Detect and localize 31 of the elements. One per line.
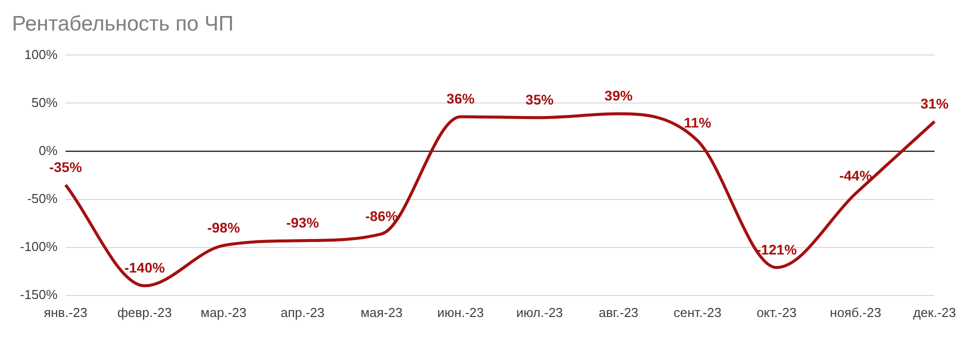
data-label: -98% xyxy=(207,219,240,236)
chart-title: Рентабельность по ЧП xyxy=(12,12,234,36)
x-tick-label: янв.-23 xyxy=(44,304,88,320)
x-tick-label: июн.-23 xyxy=(437,304,484,320)
x-tick-label: авг.-23 xyxy=(598,304,638,320)
data-label: -121% xyxy=(756,241,798,258)
x-tick-label: июл.-23 xyxy=(516,304,563,320)
x-tick-label: мая-23 xyxy=(360,304,403,320)
data-label: -93% xyxy=(286,214,320,230)
x-tick-label: окт.-23 xyxy=(756,304,797,320)
data-label: 36% xyxy=(446,90,476,107)
x-tick-label: дек.-23 xyxy=(913,304,956,320)
data-label: -35% xyxy=(49,158,82,175)
y-tick-label: -100% xyxy=(20,238,58,254)
y-tick-label: -50% xyxy=(27,190,58,206)
x-tick-label: сент.-23 xyxy=(674,304,722,320)
data-label: 11% xyxy=(684,114,712,131)
x-tick-label: февр.-23 xyxy=(117,304,172,320)
x-tick-label: апр.-23 xyxy=(280,304,325,320)
data-label: 39% xyxy=(604,88,634,104)
x-tick-label: мар.-23 xyxy=(200,304,246,320)
data-label: -44% xyxy=(839,167,872,184)
data-label: 31% xyxy=(920,95,950,112)
data-label: 35% xyxy=(526,92,554,108)
data-label: -140% xyxy=(124,260,166,276)
y-tick-label: 100% xyxy=(24,46,58,62)
y-tick-label: -150% xyxy=(20,286,58,302)
y-tick-label: 0% xyxy=(38,142,58,158)
data-label: -86% xyxy=(365,208,398,224)
y-tick-label: 50% xyxy=(32,94,58,110)
x-tick-label: нояб.-23 xyxy=(830,304,882,320)
